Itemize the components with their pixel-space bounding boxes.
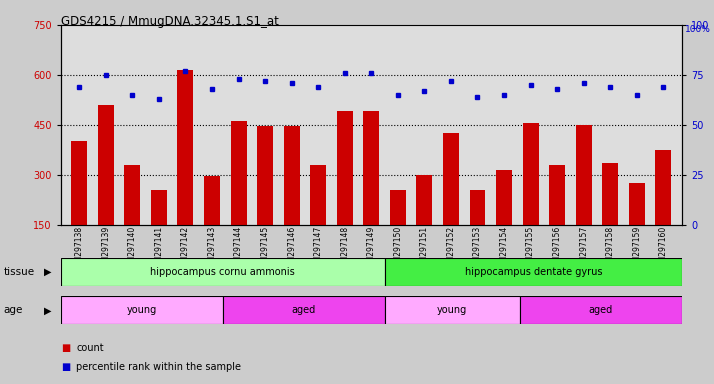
Bar: [470, 190, 486, 225]
Bar: [602, 163, 618, 225]
Text: age: age: [4, 305, 23, 316]
Bar: [363, 111, 379, 225]
Text: count: count: [76, 343, 104, 353]
Text: ▶: ▶: [44, 305, 51, 316]
Bar: [549, 165, 565, 225]
Bar: [390, 190, 406, 225]
Text: young: young: [437, 305, 468, 316]
Bar: [151, 190, 167, 225]
Text: ▶: ▶: [44, 267, 51, 277]
Bar: [443, 133, 459, 225]
Bar: [257, 126, 273, 225]
Bar: [98, 105, 114, 225]
Text: tissue: tissue: [4, 267, 35, 277]
Bar: [629, 183, 645, 225]
Bar: [178, 70, 193, 225]
Bar: [204, 176, 220, 225]
Bar: [61, 296, 223, 324]
Text: hippocampus dentate gyrus: hippocampus dentate gyrus: [465, 267, 602, 277]
Bar: [496, 170, 512, 225]
Bar: [385, 296, 520, 324]
Text: aged: aged: [291, 305, 316, 316]
Bar: [283, 126, 300, 225]
Bar: [416, 175, 433, 225]
Bar: [655, 150, 671, 225]
Text: 100%: 100%: [685, 25, 711, 34]
Text: aged: aged: [589, 305, 613, 316]
Bar: [223, 296, 385, 324]
Text: hippocampus cornu ammonis: hippocampus cornu ammonis: [151, 267, 295, 277]
Text: ■: ■: [61, 343, 70, 353]
Text: young: young: [126, 305, 157, 316]
Bar: [231, 121, 246, 225]
Bar: [337, 111, 353, 225]
Text: GDS4215 / MmugDNA.32345.1.S1_at: GDS4215 / MmugDNA.32345.1.S1_at: [61, 15, 278, 28]
Bar: [385, 258, 682, 286]
Bar: [124, 165, 141, 225]
Bar: [575, 125, 592, 225]
Bar: [523, 123, 538, 225]
Bar: [310, 165, 326, 225]
Bar: [71, 141, 87, 225]
Bar: [61, 258, 385, 286]
Bar: [520, 296, 682, 324]
Text: ■: ■: [61, 362, 70, 372]
Text: percentile rank within the sample: percentile rank within the sample: [76, 362, 241, 372]
